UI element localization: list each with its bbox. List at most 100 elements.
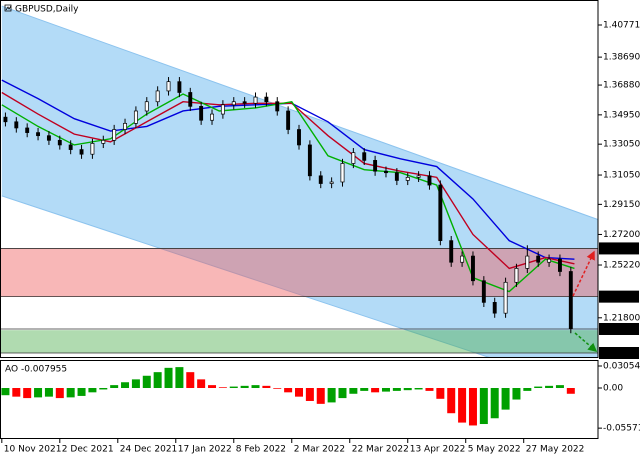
x-tick-label: 24 Dec 2021	[120, 445, 177, 455]
indicator-frame	[0, 360, 599, 439]
indicator-bar	[381, 388, 390, 392]
y-tick-label: 1.31050	[603, 171, 640, 181]
y-tick-label: 0.030544	[603, 362, 640, 372]
indicator-bar	[23, 388, 32, 399]
indicator-bar	[88, 388, 97, 393]
price-frame	[0, 0, 599, 358]
x-tick-label: 13 Apr 2022	[410, 445, 466, 455]
indicator-bar	[218, 387, 227, 389]
indicator-bar	[175, 367, 184, 389]
zone	[0, 330, 598, 354]
indicator-bar	[66, 388, 75, 398]
channel-edge	[1, 5, 598, 221]
candle-body	[14, 121, 19, 129]
candle-body	[188, 92, 193, 107]
indicator-bar	[197, 379, 206, 389]
candle-body	[177, 81, 182, 93]
candle-body	[525, 255, 530, 269]
indicator-bar	[186, 372, 195, 389]
indicator-bar	[490, 388, 499, 419]
candle-body	[264, 96, 269, 103]
candle-body	[79, 149, 84, 155]
indicator-bar	[121, 382, 130, 389]
candle-body	[3, 116, 8, 123]
candle-body	[318, 175, 323, 184]
x-tick-label: 8 Feb 2022	[236, 445, 286, 455]
chart-title: GBPUSD,Daily	[15, 5, 79, 15]
candle-body	[286, 110, 291, 130]
indicator-bar	[545, 385, 554, 389]
arrow-up	[572, 250, 595, 297]
candle-body	[471, 255, 475, 282]
indicator-bar	[436, 388, 445, 399]
candle-body	[242, 101, 247, 104]
channel	[1, 6, 598, 357]
candle-body	[547, 258, 552, 263]
indicator-bar	[262, 385, 271, 389]
indicator-bar	[425, 388, 434, 391]
indicator-bar	[371, 388, 380, 393]
axes: 1.40771 1.38690 1.36880 1.34950 1.33050 1.310…	[1, 21, 640, 455]
indicator-bar	[251, 385, 260, 389]
x-tick-label: 27 May 2022	[526, 445, 585, 455]
indicator-bar	[240, 385, 249, 389]
indicator-bar	[566, 388, 575, 394]
indicator-bar	[110, 385, 119, 389]
indicator-bar	[295, 388, 303, 397]
level-label: 1.26295	[602, 244, 639, 254]
indicator-bar	[349, 388, 358, 394]
moving-average	[1, 91, 575, 270]
candle-body	[351, 152, 356, 164]
y-tick-label: 1.25220	[603, 261, 640, 271]
candle-body	[46, 135, 51, 141]
price-panel	[0, 5, 598, 357]
y-tick-label: 1.34950	[603, 110, 640, 120]
candle-body	[394, 172, 399, 181]
candle-body	[199, 106, 204, 121]
candle-body	[144, 101, 149, 112]
indicator-bar	[523, 388, 532, 391]
candle-body	[307, 144, 312, 177]
candle-body	[503, 281, 508, 314]
candle-body	[492, 302, 497, 314]
candle-body	[427, 175, 432, 186]
indicator-bar	[229, 386, 238, 389]
candle-body	[90, 143, 95, 155]
level-tag	[599, 290, 639, 303]
candle-body	[155, 90, 160, 103]
y-tick-label: 1.40771	[603, 21, 640, 31]
candle-body	[449, 240, 454, 263]
level-tag	[599, 242, 639, 255]
indicator-bar	[501, 388, 510, 410]
level-label: 1.19519	[602, 349, 639, 359]
indicator-bar	[142, 375, 151, 389]
x-tick-label: 5 May 2022	[468, 445, 521, 455]
candle-body	[373, 160, 378, 172]
candle-body	[568, 271, 573, 329]
channel-edge	[1, 195, 490, 357]
indicator-bar	[512, 388, 521, 400]
candle-body	[133, 110, 138, 124]
candle-body	[514, 268, 519, 283]
candle-body	[405, 177, 410, 181]
level-tag	[599, 347, 639, 360]
y-tick-label: 1.29150	[603, 200, 640, 210]
candle-body	[460, 255, 465, 263]
indicator-title: AO -0.007955	[5, 365, 67, 375]
candle-body	[384, 170, 388, 174]
indicator-bar	[360, 388, 369, 391]
indicator-bar	[1, 388, 10, 396]
x-tick-label: 10 Nov 2021	[4, 445, 62, 455]
indicator-bar	[327, 388, 336, 403]
symbol-icon	[4, 4, 12, 12]
indicator-bar	[392, 388, 401, 391]
candle-body	[112, 129, 117, 141]
indicator-bar	[447, 388, 456, 414]
candle-body	[297, 129, 301, 146]
indicator-bar	[153, 372, 162, 389]
indicator-bar	[55, 388, 64, 399]
candle-body	[231, 101, 236, 106]
candle-body	[25, 127, 30, 133]
candle-body	[536, 255, 541, 263]
